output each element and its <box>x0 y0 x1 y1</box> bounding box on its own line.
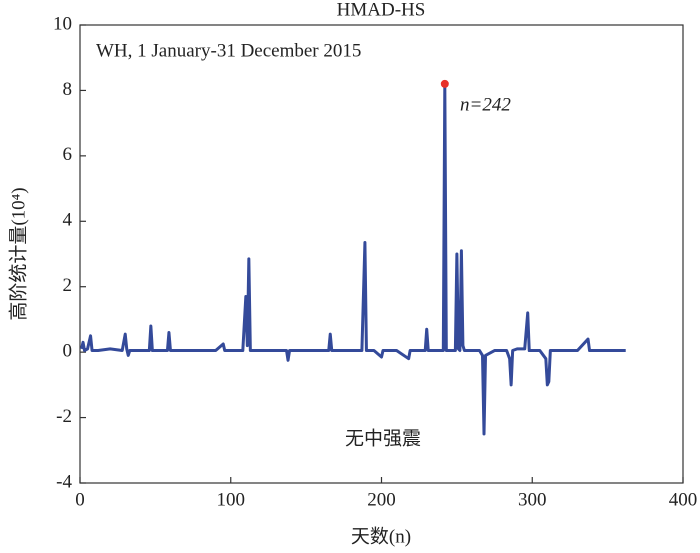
data-line <box>80 82 626 436</box>
y-tick-label: 4 <box>63 210 73 231</box>
y-tick-label: -2 <box>56 406 72 427</box>
y-tick-label: 0 <box>63 341 73 362</box>
x-tick-label: 400 <box>669 489 698 510</box>
y-tick-label: 6 <box>63 144 73 165</box>
y-tick-label: 2 <box>63 275 73 296</box>
plot-frame <box>79 24 684 484</box>
x-tick-label: 200 <box>367 489 396 510</box>
chart-title: HMAD-HS <box>337 0 426 20</box>
y-tick-label: 10 <box>53 13 72 34</box>
y-axis-label: 高阶统计量(10⁴) <box>7 187 29 320</box>
y-tick-label: -4 <box>56 471 72 492</box>
x-tick-label: 100 <box>217 489 246 510</box>
y-tick-label: 8 <box>63 79 73 100</box>
highlight-point <box>440 79 449 88</box>
x-tick-label: 300 <box>518 489 547 510</box>
annotation: WH, 1 January-31 December 2015 <box>96 40 361 61</box>
annotation: n=242 <box>460 94 511 115</box>
x-tick-label: 0 <box>75 489 85 510</box>
annotation: 无中强震 <box>345 427 421 449</box>
x-axis-label: 天数(n) <box>351 525 411 547</box>
